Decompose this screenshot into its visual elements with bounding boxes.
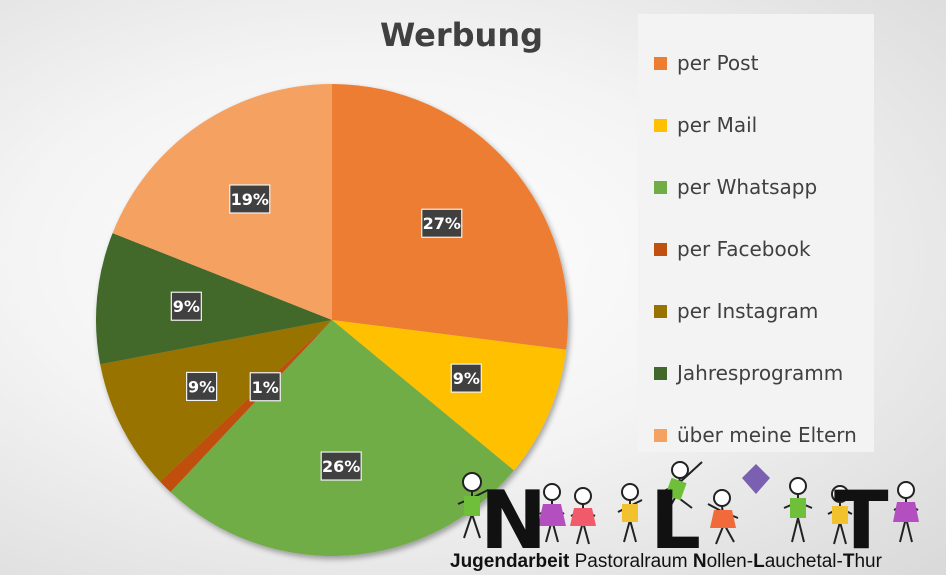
pie-label-text-1: 9% xyxy=(453,369,480,388)
pie-label-text-2: 26% xyxy=(322,457,360,476)
legend-item-1: per Mail xyxy=(638,94,874,156)
logo-part-jugendarbeit: Jugendarbeit xyxy=(450,551,570,572)
legend-swatch-0 xyxy=(654,56,667,70)
legend-item-2: per Whatsapp xyxy=(638,156,874,218)
legend-label-4: per Instagram xyxy=(677,299,819,323)
pie-label-text-6: 19% xyxy=(231,190,269,209)
logo-letter-n: N xyxy=(480,474,547,552)
pie-label-1: 9% xyxy=(450,363,482,393)
legend-item-5: Jahresprogramm xyxy=(638,342,874,404)
legend-item-6: über meine Eltern xyxy=(638,404,874,466)
logo-letter-l: L xyxy=(650,474,701,552)
pie-label-5: 9% xyxy=(170,291,202,321)
logo-part-auchetal: auchetal- xyxy=(764,551,843,572)
pie-label-text-3: 1% xyxy=(252,378,279,397)
pie-label-4: 9% xyxy=(186,371,218,402)
logo-letter-t: T xyxy=(834,474,889,552)
legend-swatch-6 xyxy=(654,428,667,442)
pie-label-3: 1% xyxy=(249,372,281,402)
pie-label-text-0: 27% xyxy=(423,214,461,233)
logo-part-l: L xyxy=(753,551,765,572)
legend-label-2: per Whatsapp xyxy=(677,175,818,199)
pie-slice-2 xyxy=(170,320,514,556)
logo-figures-icon: N L T xyxy=(457,461,919,567)
legend-label-6: über meine Eltern xyxy=(677,423,857,447)
chart-title: Werbung xyxy=(380,16,544,54)
pie-label-text-5: 9% xyxy=(173,297,200,316)
logo-part-n: N xyxy=(692,551,707,572)
legend-label-5: Jahresprogramm xyxy=(677,361,844,385)
logo-part-ollen: ollen- xyxy=(706,551,754,572)
pie-slice-5 xyxy=(95,233,332,365)
legend-item-0: per Post xyxy=(638,32,874,94)
legend-swatch-5 xyxy=(654,366,667,380)
logo-part-t: T xyxy=(842,551,855,572)
pie-label-text-4: 9% xyxy=(188,377,215,396)
legend-label-0: per Post xyxy=(677,51,759,75)
logo-tagline: Jugendarbeit Pastoralraum Nollen-Lauchet… xyxy=(450,551,882,573)
legend-swatch-1 xyxy=(654,118,667,132)
logo-part-pastoralraum: Pastoralraum xyxy=(569,551,693,572)
pie-label-0: 27% xyxy=(421,208,463,238)
legend-swatch-3 xyxy=(654,242,667,256)
nlt-logo: N L T Jugendarbeit Pastoralraum Nollen-L… xyxy=(440,452,946,575)
pie-slice-6 xyxy=(112,84,332,320)
legend-item-4: per Instagram xyxy=(638,280,874,342)
pie-label-2: 26% xyxy=(320,451,362,481)
legend-swatch-4 xyxy=(654,304,667,318)
pie-slice-3 xyxy=(159,320,332,493)
legend-item-3: per Facebook xyxy=(638,218,874,280)
legend: per Post per Mail per Whatsapp per Facebook… xyxy=(638,14,874,452)
pie-label-6: 19% xyxy=(229,184,271,214)
logo-part-hur: hur xyxy=(854,551,882,572)
legend-swatch-2 xyxy=(654,180,667,194)
pie-slice-1 xyxy=(332,320,567,471)
legend-label-3: per Facebook xyxy=(677,237,811,261)
legend-label-1: per Mail xyxy=(677,113,758,137)
